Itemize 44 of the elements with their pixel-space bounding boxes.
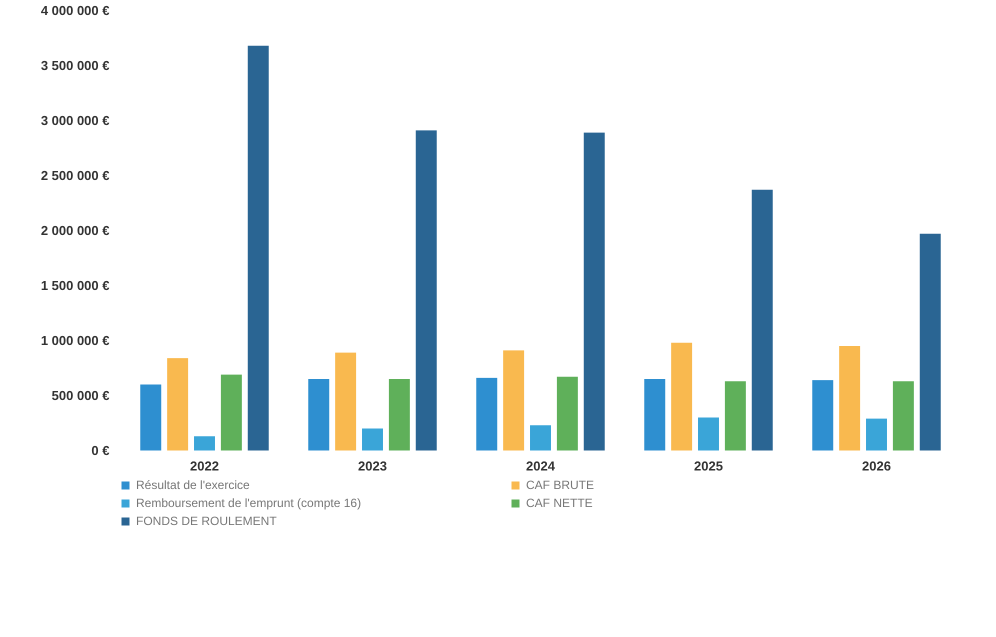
- bar: [892, 381, 914, 450]
- legend-label: FONDS DE ROULEMENT: [136, 514, 278, 528]
- bar: [920, 234, 941, 450]
- y-tick-label: 1 000 000 €: [40, 333, 110, 348]
- y-tick-label: 500 000 €: [52, 388, 110, 403]
- x-tick-label: 2024: [526, 458, 556, 474]
- legend-label: CAF BRUTE: [526, 478, 596, 492]
- bar: [308, 379, 330, 450]
- legend-label: CAF NETTE: [526, 496, 594, 510]
- bar: [644, 379, 666, 450]
- bar: [503, 350, 524, 450]
- x-tick-label: 2022: [190, 458, 219, 474]
- bar: [866, 418, 887, 450]
- bar: [698, 418, 719, 450]
- bar: [752, 190, 773, 450]
- x-tick-label: 2023: [358, 458, 387, 474]
- bar: [556, 376, 578, 450]
- y-tick-label: 0 €: [91, 443, 110, 458]
- bar: [812, 380, 834, 450]
- bar: [416, 130, 437, 450]
- bar: [362, 428, 383, 450]
- bar: [476, 378, 498, 450]
- x-tick-label: 2025: [694, 458, 723, 474]
- x-tick-label: 2026: [862, 458, 891, 474]
- bar: [584, 132, 605, 450]
- y-tick-label: 1 500 000 €: [40, 278, 110, 293]
- bar: [839, 346, 860, 450]
- bar: [724, 381, 746, 450]
- y-tick-label: 4 000 000 €: [40, 3, 110, 18]
- bar: [248, 46, 269, 450]
- bar: [140, 384, 162, 450]
- y-tick-label: 3 000 000 €: [40, 113, 110, 128]
- y-tick-label: 3 500 000 €: [40, 58, 110, 73]
- bar: [530, 425, 551, 450]
- bar: [220, 374, 242, 450]
- bar: [671, 342, 692, 450]
- y-tick-label: 2 500 000 €: [40, 168, 110, 183]
- legend-label: Remboursement de l'emprunt (compte 16): [136, 496, 362, 510]
- y-tick-label: 2 000 000 €: [40, 223, 110, 238]
- bar: [388, 379, 410, 450]
- bar: [335, 352, 356, 450]
- bar: [167, 358, 188, 450]
- bar: [194, 436, 215, 450]
- legend-label: Résultat de l'exercice: [136, 478, 251, 492]
